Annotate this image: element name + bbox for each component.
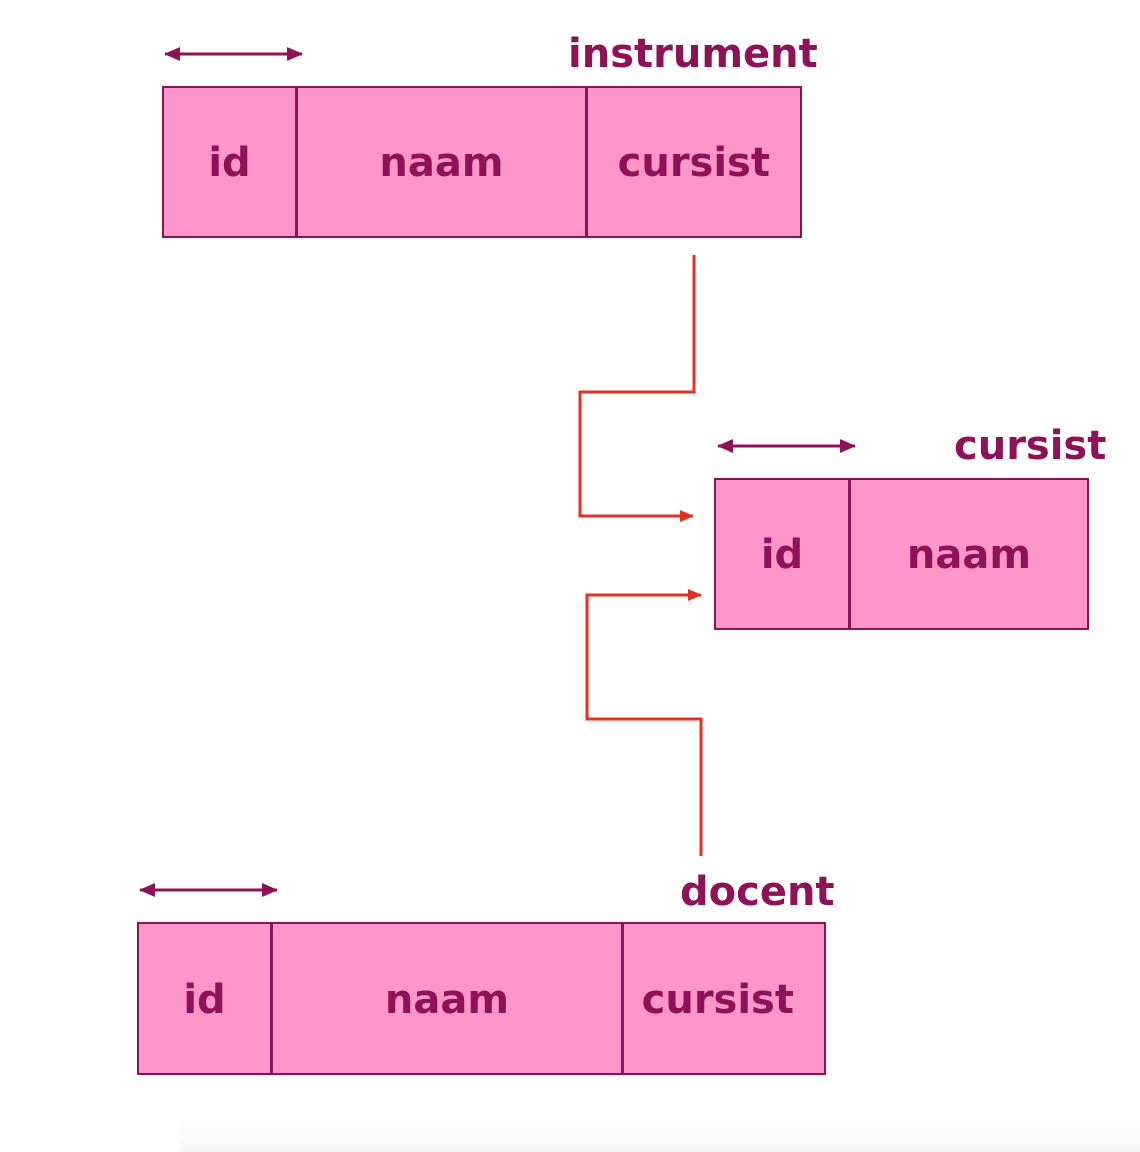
- docent-column-cursist: cursist: [641, 976, 794, 1023]
- instrument-table-title: instrument: [568, 31, 818, 77]
- docent-column-naam: naam: [273, 924, 624, 1073]
- instrument-column-id: id: [164, 88, 298, 236]
- cursist-table-title: cursist: [954, 423, 1107, 469]
- relation-instrument-to-cursist: [578, 255, 696, 522]
- docent-column-id: id: [139, 924, 273, 1073]
- docent-table: id naam cursist: [137, 922, 826, 1075]
- instrument-column-naam: naam: [298, 88, 588, 236]
- instrument-table: id naam cursist: [162, 86, 802, 238]
- bottom-shade: [180, 1120, 1140, 1152]
- docent-table-title: docent: [680, 869, 835, 915]
- cursist-column-id: id: [716, 480, 851, 628]
- instrument-column-cursist: cursist: [617, 140, 770, 186]
- cursist-table: id naam: [714, 478, 1089, 630]
- relation-docent-to-cursist: [585, 589, 703, 856]
- cursist-column-naam: naam: [906, 532, 1032, 578]
